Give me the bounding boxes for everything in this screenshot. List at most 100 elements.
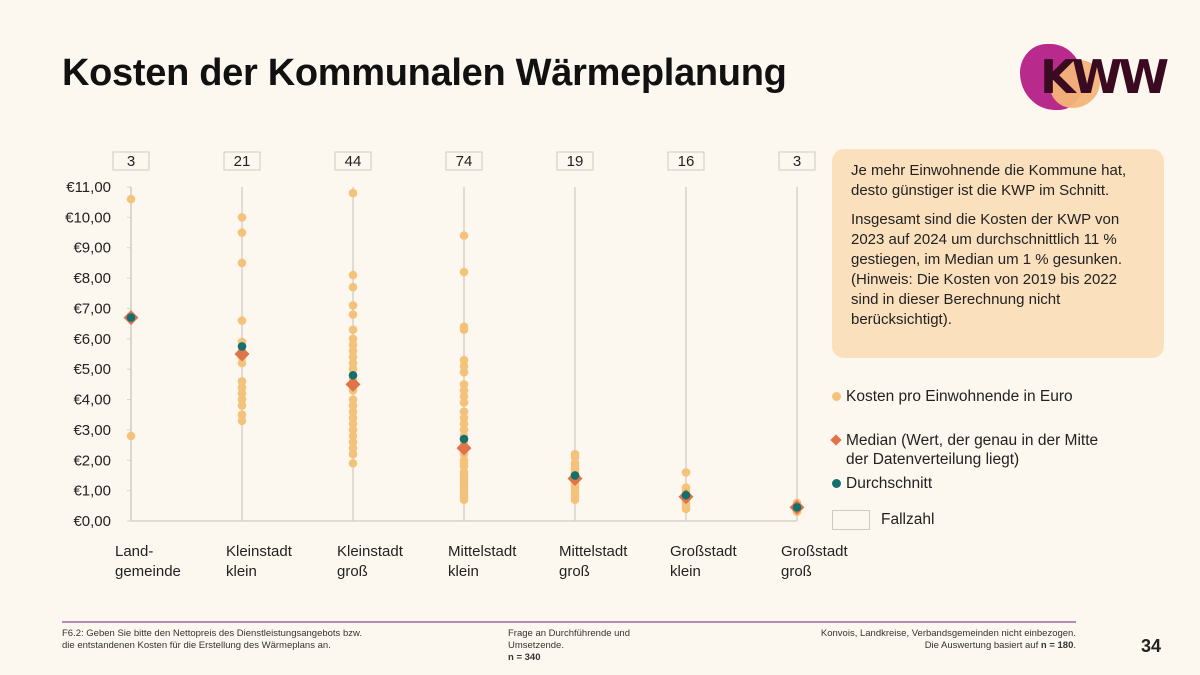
count-label: 3	[127, 153, 135, 170]
page-number: 34	[1141, 636, 1162, 656]
data-point	[459, 361, 469, 371]
count-box	[667, 151, 705, 171]
data-point	[681, 504, 691, 514]
data-point	[681, 468, 691, 477]
y-tick-label: €2,00	[73, 452, 111, 469]
y-tick-label: €6,00	[73, 331, 111, 348]
data-point	[126, 194, 136, 204]
category-label-line-2: klein	[226, 563, 257, 580]
category-label-line-1: Kleinstadt	[226, 543, 293, 560]
y-tick-label: €3,00	[73, 422, 111, 439]
y-tick-label: €0,00	[73, 513, 111, 530]
count-box	[778, 151, 816, 171]
median-marker	[456, 440, 472, 456]
legend-mean-dot-icon	[832, 479, 841, 488]
data-point	[348, 310, 358, 319]
count-box	[223, 151, 261, 171]
y-tick-label: €11,00	[66, 179, 111, 196]
category-label-line-2: groß	[781, 563, 812, 580]
data-point	[237, 213, 247, 222]
data-point	[348, 270, 358, 280]
y-tick-label: €10,00	[65, 209, 111, 226]
legend-median-label-2: der Datenverteilung liegt)	[846, 451, 1020, 468]
legend-median-label-1: Median (Wert, der genau in der Mitte	[846, 432, 1099, 449]
data-point	[237, 383, 247, 392]
legend-points-label: Kosten pro Einwohnende in Euro	[846, 388, 1073, 405]
category-label-line-1: Mittelstadt	[559, 543, 628, 560]
data-point	[459, 407, 469, 416]
legend-dot-icon	[832, 392, 841, 401]
data-point	[237, 228, 247, 237]
data-point	[348, 282, 358, 292]
category-label-line-1: Großstadt	[670, 543, 738, 560]
footer-sample-size: n = 340	[508, 652, 541, 663]
data-point	[348, 364, 358, 374]
data-point	[237, 401, 247, 410]
data-point	[237, 258, 247, 268]
kww-logo: KWW	[1016, 38, 1176, 118]
count-box	[334, 151, 372, 171]
data-point	[237, 416, 247, 426]
footer-question-line-1: F6.2: Geben Sie bitte den Nettopreis des…	[62, 628, 362, 639]
category-label-line-1: Mittelstadt	[448, 543, 517, 560]
y-tick-label: €8,00	[73, 270, 111, 287]
count-box	[445, 151, 483, 171]
count-label: 21	[234, 153, 251, 170]
count-label: 44	[345, 153, 362, 170]
legend-mean-label: Durchschnitt	[846, 475, 933, 492]
y-tick-label: €7,00	[73, 300, 111, 317]
data-point	[126, 431, 136, 441]
category-label-line-1: Kleinstadt	[337, 543, 404, 560]
data-point	[348, 407, 358, 416]
data-point	[459, 325, 469, 335]
data-point	[237, 377, 247, 386]
data-point	[459, 425, 469, 435]
callout-paragraph-1: Je mehr Einwohnende die Kommune hat, des…	[851, 162, 1127, 199]
y-tick-label: €5,00	[73, 361, 111, 378]
count-box	[112, 151, 150, 171]
y-tick-label: €4,00	[73, 392, 111, 409]
data-point	[348, 301, 358, 310]
data-point	[348, 425, 358, 435]
data-point	[348, 449, 358, 459]
footer-note-n: n = 180	[1040, 640, 1074, 651]
data-point	[459, 398, 469, 407]
legend-count-label: Fallzahl	[881, 511, 935, 528]
footer-divider	[62, 621, 1076, 623]
data-point	[237, 410, 247, 420]
data-point	[348, 325, 358, 335]
data-point	[348, 340, 358, 350]
category-label-line-2: groß	[559, 563, 590, 580]
mean-marker	[459, 434, 469, 444]
data-point	[348, 401, 358, 410]
data-point	[348, 346, 358, 356]
data-point	[459, 380, 469, 389]
data-point	[459, 462, 469, 471]
data-point	[348, 431, 358, 441]
data-point	[459, 267, 469, 277]
data-point	[348, 188, 358, 198]
count-label: 74	[456, 153, 473, 170]
median-marker	[234, 346, 250, 362]
y-tick-label: €9,00	[73, 240, 111, 257]
data-point	[459, 495, 469, 505]
footer-question: F6.2: Geben Sie bitte den Nettopreis des…	[62, 628, 362, 652]
footer-note-line-1: Konvois, Landkreise, Verbandsgemeinden n…	[820, 628, 1076, 639]
data-point	[459, 413, 469, 423]
data-point	[570, 495, 580, 505]
category-label-line-2: gemeinde	[115, 563, 181, 580]
mean-marker	[348, 370, 358, 380]
mean-marker	[126, 313, 136, 322]
median-marker	[345, 376, 361, 392]
mean-marker	[570, 471, 580, 480]
data-point	[459, 392, 469, 401]
footer-question-line-2: die entstandenen Kosten für die Erstellu…	[62, 640, 331, 651]
logo-text: KWW	[1040, 50, 1169, 104]
mean-marker	[792, 503, 802, 512]
data-point	[459, 367, 469, 377]
data-point	[348, 358, 358, 368]
data-point	[348, 352, 358, 362]
data-point	[348, 334, 358, 344]
data-point	[348, 443, 358, 453]
